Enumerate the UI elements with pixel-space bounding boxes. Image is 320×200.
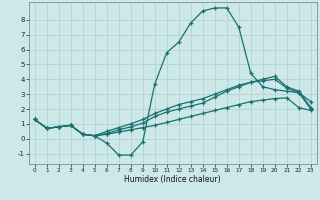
X-axis label: Humidex (Indice chaleur): Humidex (Indice chaleur): [124, 175, 221, 184]
